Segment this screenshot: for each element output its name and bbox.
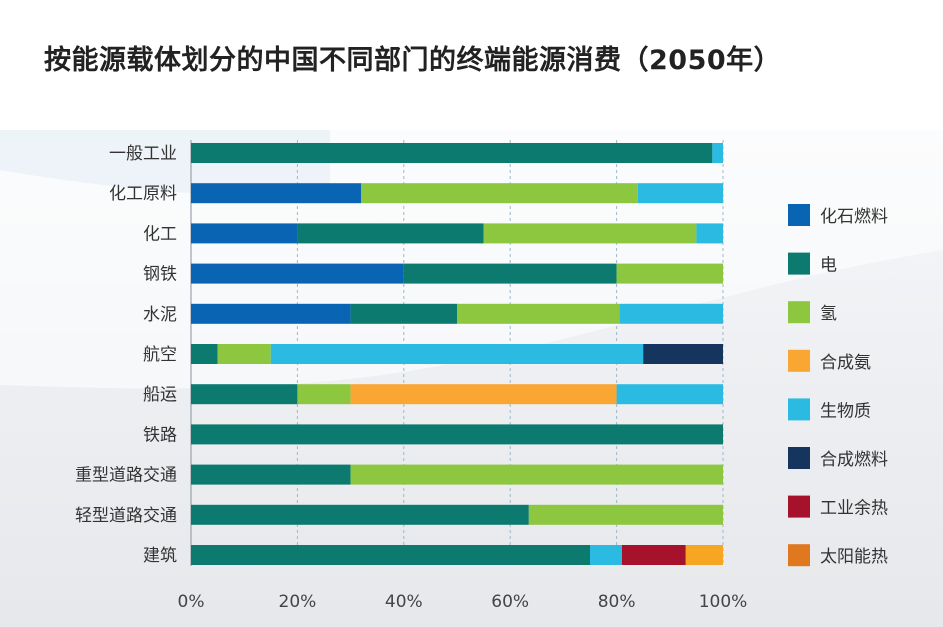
category-label: 航空 <box>143 345 177 365</box>
x-tick-label: 0% <box>178 592 205 612</box>
category-label: 重型道路交通 <box>75 466 177 486</box>
category-label: 船运 <box>143 385 177 405</box>
legend-swatch <box>788 544 810 567</box>
legend-swatch <box>788 301 810 324</box>
category-label: 铁路 <box>143 425 177 445</box>
bar-segment <box>191 143 713 163</box>
bar-segment <box>528 504 723 525</box>
x-tick-label: 40% <box>385 592 423 612</box>
x-tick-label: 80% <box>598 592 636 612</box>
category-label: 轻型道路交通 <box>75 506 177 526</box>
bar-segment <box>621 545 686 565</box>
bar-segment <box>270 344 644 364</box>
bar-segment <box>616 384 723 405</box>
category-label: 化工原料 <box>109 184 177 204</box>
legend-label: 氢 <box>820 304 837 324</box>
bar-segment <box>191 545 590 565</box>
bar-segment <box>191 504 529 525</box>
bar-segment <box>217 344 271 364</box>
x-tick-label: 60% <box>491 592 529 612</box>
bar-segment <box>403 263 617 284</box>
bar-segment <box>361 183 638 204</box>
legend-label: 太阳能热 <box>820 547 888 567</box>
category-label: 一般工业 <box>109 144 177 164</box>
legend-label: 合成燃料 <box>820 450 888 470</box>
legend-label: 合成氨 <box>820 353 871 373</box>
legend-swatch <box>788 495 810 518</box>
bar-segment <box>191 263 404 284</box>
legend-swatch <box>788 204 810 226</box>
bar-segment <box>619 303 723 324</box>
bar-segment <box>297 223 484 244</box>
bar-segment <box>685 545 723 565</box>
x-tick-label: 20% <box>279 592 317 612</box>
bar-segment <box>191 344 218 364</box>
bar-segment <box>191 183 362 204</box>
legend-swatch <box>788 398 810 421</box>
category-label: 水泥 <box>143 305 177 325</box>
legend-swatch <box>788 252 810 275</box>
bar-segment <box>191 384 298 405</box>
bar-segment <box>457 303 620 324</box>
bar-segment <box>350 384 617 405</box>
bar-segment <box>191 303 351 324</box>
legend-swatch <box>788 447 810 469</box>
bar-segment <box>191 223 298 244</box>
legend-label: 电 <box>820 256 837 276</box>
bar-segment <box>616 263 723 284</box>
legend-label: 化石燃料 <box>820 207 888 227</box>
legend-label: 工业余热 <box>820 499 888 519</box>
category-label: 钢铁 <box>143 265 177 285</box>
bar-segment <box>637 183 723 204</box>
category-label: 化工 <box>143 224 177 244</box>
bar-segment <box>643 344 723 364</box>
x-tick-labels: 0% 20% 40% 60% 80% 100% <box>178 592 748 612</box>
bar-segment <box>350 303 457 324</box>
x-tick-label: 100% <box>699 592 748 612</box>
bar-segment <box>350 464 723 485</box>
bar-segment <box>297 384 351 405</box>
bars <box>191 143 723 565</box>
chart-title: 按能源载体划分的中国不同部门的终端能源消费（2050年） <box>44 45 782 76</box>
bar-segment <box>483 223 697 244</box>
legend-swatch <box>788 349 810 372</box>
category-label: 建筑 <box>143 546 177 566</box>
legend-label: 生物质 <box>820 401 871 421</box>
bar-segment <box>696 223 723 244</box>
bar-segment <box>191 464 351 485</box>
bar-segment <box>590 545 622 565</box>
bar-segment <box>191 424 723 445</box>
bar-segment <box>712 143 723 163</box>
